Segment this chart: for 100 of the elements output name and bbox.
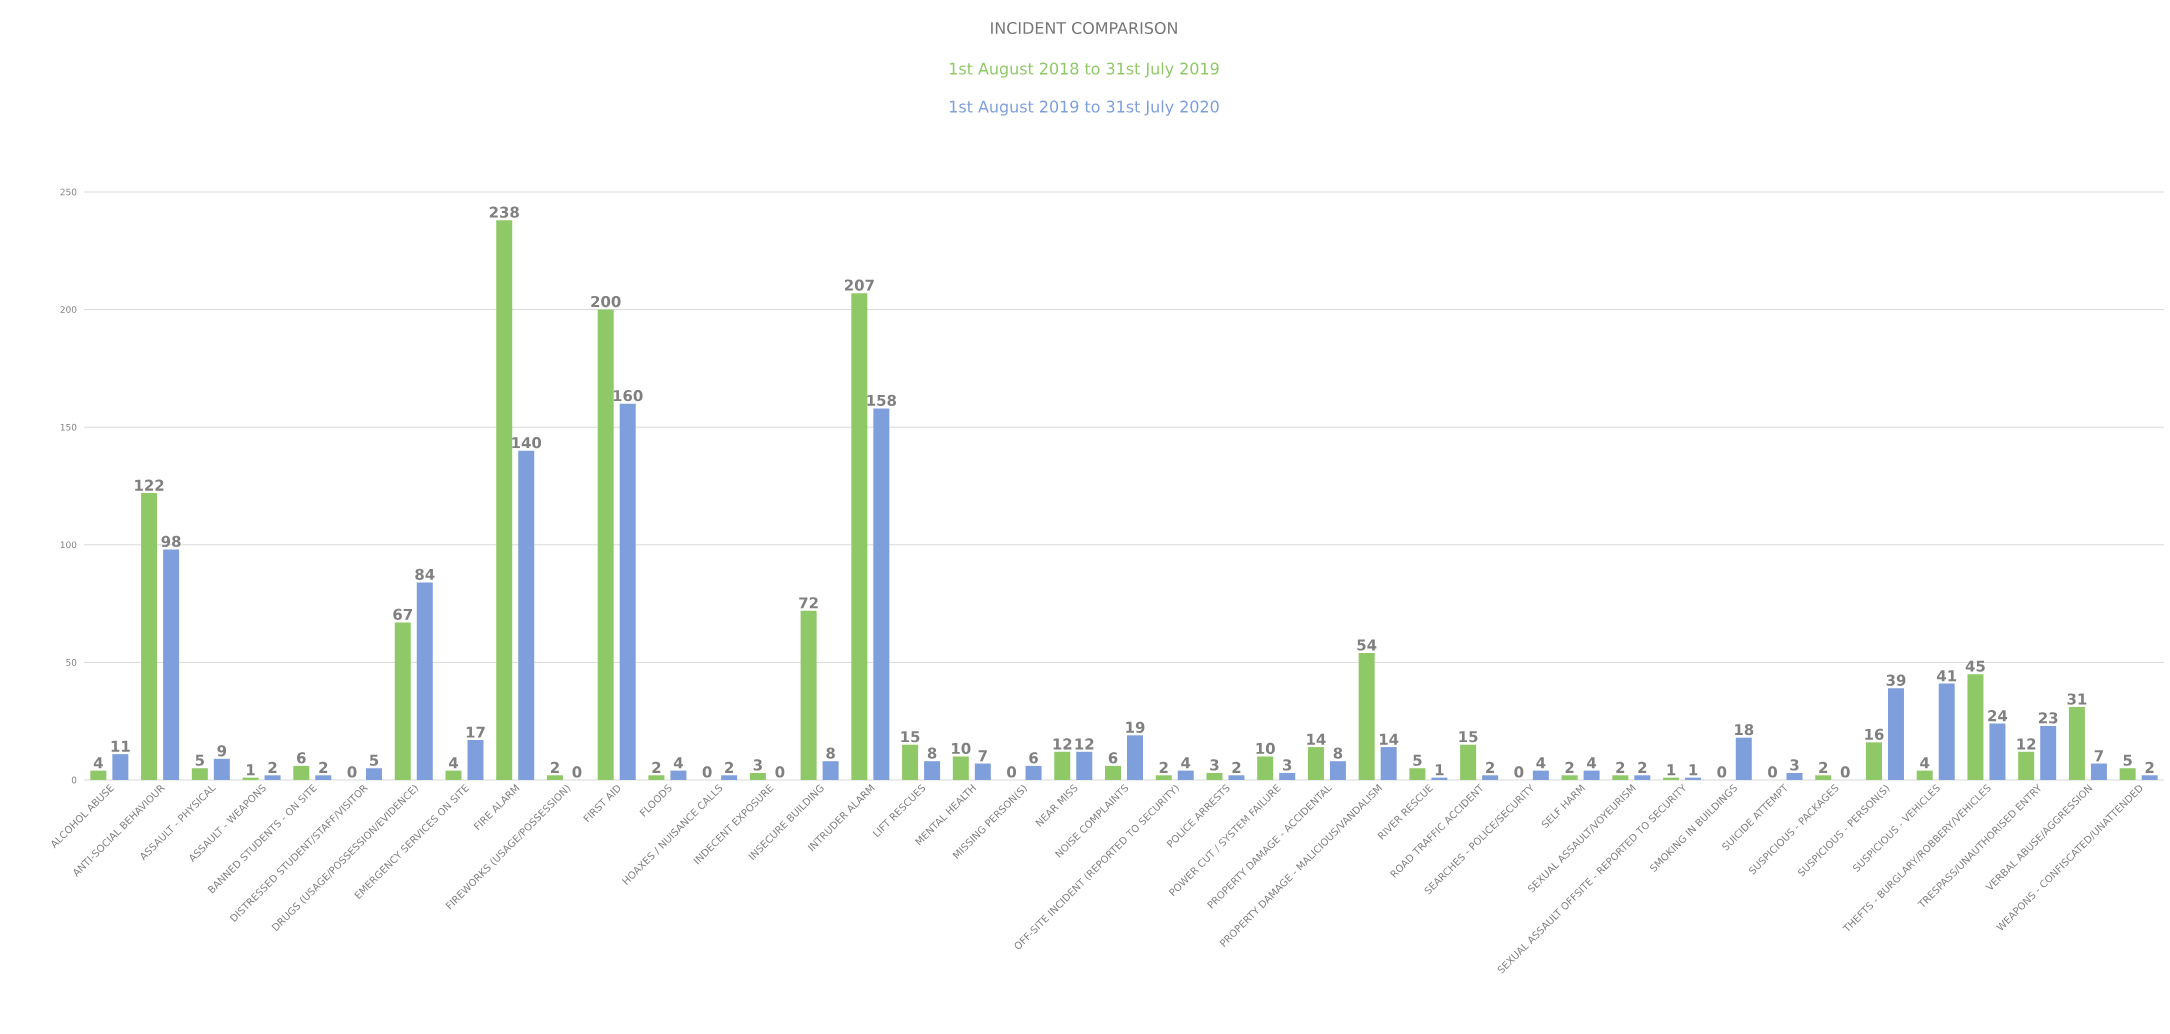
- data-label: 1: [1435, 764, 1444, 776]
- data-label: 158: [867, 394, 897, 406]
- data-label: 39: [1886, 674, 1906, 686]
- data-label: 8: [1333, 747, 1343, 759]
- data-label: 2: [1616, 761, 1625, 773]
- data-label: 19: [1126, 721, 1145, 733]
- data-label: 2: [550, 761, 559, 773]
- data-label: 14: [1379, 733, 1399, 745]
- data-label: 5: [2123, 754, 2132, 766]
- bar: [2068, 707, 2085, 780]
- y-tick-label: 250: [60, 188, 77, 196]
- data-label: 5: [1413, 754, 1422, 766]
- bar: [873, 408, 890, 780]
- bar: [1329, 761, 1346, 780]
- data-label: 2: [319, 761, 328, 773]
- bar: [749, 772, 766, 780]
- data-label: 2: [725, 761, 734, 773]
- data-label: 122: [135, 479, 164, 491]
- bar: [1916, 770, 1933, 780]
- data-label: 0: [572, 766, 582, 778]
- data-label: 0: [775, 766, 785, 778]
- bar: [597, 309, 614, 780]
- data-label: 6: [297, 752, 306, 764]
- bar: [1228, 775, 1245, 780]
- data-label: 4: [1920, 757, 1930, 769]
- bar: [1076, 751, 1093, 780]
- data-label: 4: [1587, 757, 1597, 769]
- data-label: 31: [2067, 693, 2087, 705]
- data-label: 12: [1075, 738, 1094, 750]
- bar: [619, 403, 636, 780]
- data-label: 8: [927, 747, 937, 759]
- bar: [112, 754, 129, 780]
- bar: [546, 775, 563, 780]
- y-tick-label: 50: [66, 659, 77, 666]
- bar: [416, 582, 433, 780]
- bar: [1786, 772, 1803, 780]
- bar: [822, 761, 839, 780]
- data-label: 16: [1865, 728, 1884, 740]
- bar: [1380, 747, 1397, 780]
- bar: [1815, 775, 1832, 780]
- data-label: 2: [1565, 761, 1574, 773]
- bar: [670, 770, 687, 780]
- data-label: 84: [415, 568, 435, 581]
- data-label: 18: [1735, 723, 1754, 736]
- data-label: 0: [1717, 766, 1727, 778]
- bar: [1634, 775, 1651, 780]
- bar: [1105, 765, 1122, 780]
- bar: [1532, 770, 1549, 780]
- data-label: 2: [1638, 761, 1647, 773]
- data-label: 2: [2145, 761, 2154, 773]
- data-label: 1: [1667, 764, 1676, 776]
- data-label: 72: [799, 597, 818, 609]
- data-label: 41: [1936, 670, 1957, 682]
- data-label: 3: [753, 759, 762, 771]
- bar: [800, 610, 817, 780]
- bar: [952, 756, 969, 780]
- data-label: 2: [1486, 761, 1495, 773]
- bar: [1025, 765, 1042, 780]
- data-label: 11: [111, 740, 130, 752]
- data-label: 8: [826, 747, 835, 759]
- bar: [1967, 674, 1984, 780]
- bar: [315, 775, 332, 780]
- bar: [1735, 737, 1752, 780]
- data-label: 45: [1965, 660, 1985, 672]
- data-label: 0: [702, 766, 712, 778]
- text: 1st August 2019 to 31st July 2020: [950, 100, 1219, 116]
- y-tick-label: 0: [71, 776, 77, 784]
- bar: [1612, 775, 1629, 780]
- data-label: 4: [93, 757, 103, 769]
- data-label: 4: [448, 757, 459, 769]
- bar: [163, 549, 180, 780]
- data-label: 9: [217, 745, 227, 757]
- bar: [1865, 742, 1882, 780]
- bar: [1307, 747, 1324, 780]
- bar: [90, 770, 107, 780]
- data-label: 10: [1256, 742, 1275, 755]
- data-label: 98: [161, 535, 181, 548]
- bar: [1177, 770, 1194, 780]
- y-tick-label: 150: [60, 423, 77, 431]
- data-label: 3: [1283, 759, 1292, 771]
- data-label: 5: [195, 754, 204, 766]
- data-label: 14: [1307, 733, 1326, 745]
- bar: [366, 768, 383, 780]
- data-label: 12: [1053, 738, 1072, 750]
- y-tick-label: 200: [60, 306, 77, 313]
- data-label: 67: [393, 608, 412, 621]
- data-label: 6: [1108, 752, 1118, 764]
- bar: [1409, 768, 1426, 780]
- data-label: 54: [1357, 639, 1377, 651]
- bar: [2119, 768, 2136, 780]
- bar: [974, 763, 991, 780]
- bar: [1206, 772, 1223, 780]
- data-label: 2: [1232, 761, 1241, 773]
- bar: [264, 775, 281, 780]
- data-label: 0: [1007, 766, 1017, 778]
- bar: [1482, 775, 1499, 780]
- data-label: 0: [1840, 766, 1850, 778]
- data-label: 4: [673, 757, 683, 769]
- bar: [721, 775, 738, 780]
- bar: [1561, 775, 1578, 780]
